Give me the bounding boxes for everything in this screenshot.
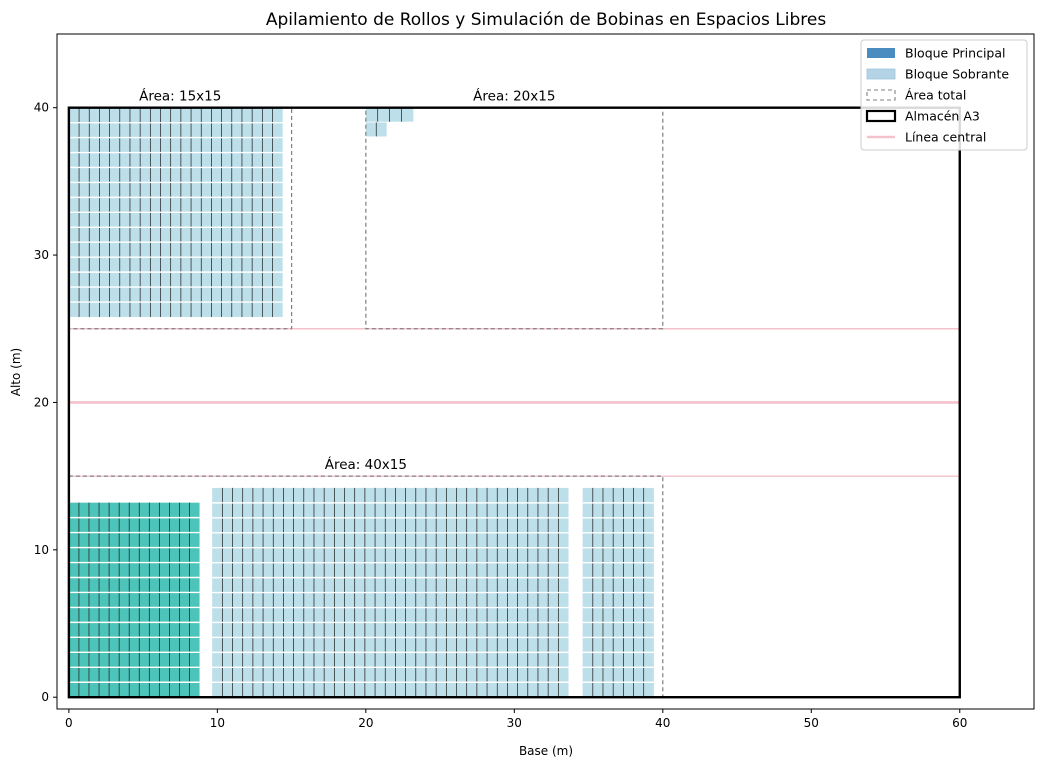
legend-label: Línea central xyxy=(905,130,986,145)
legend-entry: Almacén A3 xyxy=(865,109,980,124)
x-axis-label: Base (m) xyxy=(519,744,573,758)
y-tick-label: 0 xyxy=(41,690,49,704)
legend: Bloque Principal Bloque Sobrante Área tota… xyxy=(860,39,1028,151)
x-tick-label: 60 xyxy=(952,716,967,730)
legend-label: Bloque Sobrante xyxy=(905,67,1009,82)
block-sobrante xyxy=(365,107,414,122)
block-principal xyxy=(68,502,200,698)
x-tick-label: 10 xyxy=(210,716,225,730)
y-tick-label: 30 xyxy=(34,248,49,262)
axis-ticks: 0 10 20 30 40 50 60 0 10 20 30 40 xyxy=(34,101,968,730)
warehouse-outline xyxy=(67,106,961,699)
x-tick-label: 20 xyxy=(358,716,373,730)
x-tick-label: 50 xyxy=(804,716,819,730)
legend-label: Almacén A3 xyxy=(905,109,980,124)
block-principal-fill xyxy=(68,502,200,698)
block-sobrante xyxy=(365,122,387,137)
block-sobrante xyxy=(68,107,283,317)
x-tick-label: 30 xyxy=(507,716,522,730)
area-label: Área: 15x15 xyxy=(139,88,221,105)
area-label: Área: 20x15 xyxy=(473,88,555,105)
chart-title: Apilamiento de Rollos y Simulación de Bo… xyxy=(266,10,827,30)
legend-label: Área total xyxy=(905,88,966,103)
legend-entry: Bloque Sobrante xyxy=(866,67,1009,82)
legend-swatch-principal xyxy=(867,48,895,58)
y-axis-label: Alto (m) xyxy=(9,348,23,396)
legend-swatch-area xyxy=(866,89,896,101)
area-outline xyxy=(365,107,664,330)
legend-label: Bloque Principal xyxy=(905,46,1005,61)
y-tick-label: 10 xyxy=(34,543,49,557)
x-tick-label: 40 xyxy=(655,716,670,730)
legend-entry: Área total xyxy=(866,88,966,103)
y-tick-label: 20 xyxy=(34,395,49,409)
x-tick-label: 0 xyxy=(65,716,73,730)
y-tick-label: 40 xyxy=(34,101,49,115)
legend-swatch-warehouse xyxy=(865,109,897,123)
legend-box xyxy=(860,39,1028,151)
area-label: Área: 40x15 xyxy=(325,456,407,473)
legend-swatch-sobrante xyxy=(866,68,896,80)
plot-area: Área: 15x15 Área: 20x15 Área: 40x15 xyxy=(67,88,961,699)
legend-entry: Bloque Principal xyxy=(867,46,1005,61)
axes-frame xyxy=(56,33,1035,710)
block-sobrante xyxy=(582,487,654,698)
legend-entry: Línea central xyxy=(867,130,986,145)
block-sobrante xyxy=(212,487,569,698)
